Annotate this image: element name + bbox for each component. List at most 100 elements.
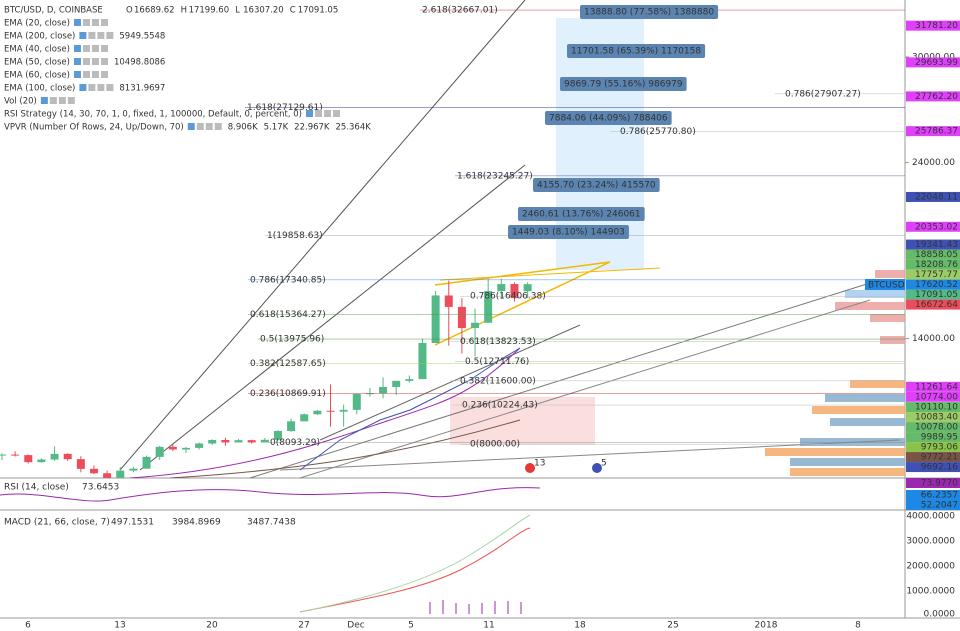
- legend: BTC/USD, D, COINBASE O 16689.62 H 17199.60 L…: [4, 6, 371, 133]
- indicator-button[interactable]: [100, 58, 108, 65]
- indicator-value: 8131.9697: [119, 84, 165, 94]
- indicator-button[interactable]: [88, 84, 96, 91]
- indicator-button[interactable]: [97, 32, 105, 39]
- macd-value: 3984.8969: [172, 518, 221, 528]
- candle-body: [405, 379, 414, 381]
- event-icon[interactable]: [592, 463, 602, 473]
- indicator-button[interactable]: [187, 123, 195, 130]
- price-tag-label: 9793.06: [921, 443, 958, 453]
- indicator-button[interactable]: [58, 97, 66, 104]
- indicator-button[interactable]: [49, 97, 57, 104]
- indicator-value: 25.364K: [336, 123, 372, 133]
- indicator-button[interactable]: [82, 71, 90, 78]
- price-tick-label: 24000.00: [912, 158, 955, 168]
- price-tag: [906, 442, 960, 453]
- indicator-button[interactable]: [333, 110, 341, 117]
- indicator-button[interactable]: [91, 19, 99, 26]
- candle-body: [89, 468, 98, 474]
- indicator-button[interactable]: [73, 58, 81, 65]
- candle-body: [523, 284, 532, 292]
- indicator-button[interactable]: [79, 84, 87, 91]
- price-tag: [906, 221, 960, 232]
- indicator-button[interactable]: [88, 32, 96, 39]
- indicator-value: 5949.5548: [119, 32, 165, 42]
- ohlc-label: L: [235, 6, 240, 16]
- indicator-button[interactable]: [82, 45, 90, 52]
- indicator-name: EMA (50, close): [4, 58, 70, 68]
- rsi-tag: [906, 478, 960, 488]
- price-tag: [906, 452, 960, 463]
- indicator-button[interactable]: [100, 71, 108, 78]
- measure-label: 1449.03 (8.10%) 144903: [512, 228, 625, 238]
- indicator-button[interactable]: [306, 110, 314, 117]
- indicator-button[interactable]: [91, 71, 99, 78]
- price-tag: [906, 126, 960, 137]
- candle-body: [379, 387, 388, 394]
- indicator-button[interactable]: [82, 58, 90, 65]
- indicator-button[interactable]: [73, 19, 81, 26]
- indicator-button[interactable]: [324, 110, 332, 117]
- indicator-button[interactable]: [106, 84, 114, 91]
- indicator-button[interactable]: [79, 32, 87, 39]
- indicator-button[interactable]: [40, 97, 48, 104]
- indicator-button[interactable]: [73, 45, 81, 52]
- indicator-button[interactable]: [91, 45, 99, 52]
- indicator-button[interactable]: [214, 123, 222, 130]
- measure-box: 7884.06 (44.09%) 788406: [545, 111, 672, 125]
- fib-label: 1.618(23245.27): [457, 171, 533, 181]
- overlay: 2.618(32667.01) 1.618(27129.61) 1.618(2324…: [245, 5, 905, 473]
- price-tag: [906, 381, 960, 392]
- candle-body: [457, 306, 466, 329]
- fib-label: 0.5(13975.96): [260, 335, 324, 345]
- measure-label: 7884.06 (44.09%) 788406: [549, 114, 668, 124]
- symbol-tag-bg: [865, 279, 905, 290]
- candle-body: [300, 414, 309, 422]
- fib-label: 0.236(10869.91): [250, 389, 326, 399]
- fib-label: 1(19858.63): [267, 231, 323, 241]
- price-tag: [906, 91, 960, 102]
- candle-body: [221, 439, 230, 443]
- indicator-name: EMA (40, close): [4, 45, 70, 55]
- fib-label: 0.382(11600.00): [460, 376, 536, 386]
- candle-body: [352, 393, 361, 410]
- candle-body: [418, 343, 427, 380]
- candles: [0, 278, 532, 478]
- price-tag-label: 16672.64: [915, 300, 958, 310]
- indicator-button[interactable]: [100, 45, 108, 52]
- indicator-button[interactable]: [91, 58, 99, 65]
- macd-value: 497.1531: [111, 518, 154, 528]
- rsi-tag-label: 66.2357: [921, 491, 958, 501]
- measure-box: 13888.80 (77.58%) 1388880: [580, 5, 719, 19]
- measure-label: 4155.70 (23.24%) 415570: [537, 181, 656, 191]
- indicator-button[interactable]: [73, 71, 81, 78]
- indicator-button[interactable]: [315, 110, 323, 117]
- price-tag: [906, 391, 960, 402]
- macd-tick-label: 2000.0000: [906, 562, 955, 572]
- price-tag-label: 20353.02: [915, 222, 958, 232]
- indicator-button[interactable]: [82, 19, 90, 26]
- indicator-button[interactable]: [205, 123, 213, 130]
- indicator-button[interactable]: [106, 32, 114, 39]
- candle-body: [471, 322, 480, 329]
- candle-body: [76, 459, 85, 469]
- event-count: 13: [534, 459, 545, 469]
- price-tag: [906, 249, 960, 260]
- event-icon[interactable]: [525, 463, 535, 473]
- indicator-button[interactable]: [196, 123, 204, 130]
- price-tag-label: 18858.05: [915, 250, 958, 260]
- price-tag-label: 29693.99: [915, 58, 958, 68]
- candle-body: [234, 440, 243, 443]
- indicator-button[interactable]: [100, 19, 108, 26]
- price-tag-label: 17757.77: [915, 270, 958, 280]
- candle-body: [392, 380, 401, 387]
- measure-box: 1449.03 (8.10%) 144903: [508, 225, 629, 239]
- macd-line: [299, 514, 531, 613]
- candle-body: [497, 284, 506, 292]
- rsi-tag-label: 52.2047: [921, 501, 958, 511]
- indicator-button[interactable]: [67, 97, 75, 104]
- price-tag: [906, 269, 960, 280]
- rsi-tag: [906, 490, 960, 500]
- measure-bg: [545, 111, 672, 125]
- indicator-button[interactable]: [97, 84, 105, 91]
